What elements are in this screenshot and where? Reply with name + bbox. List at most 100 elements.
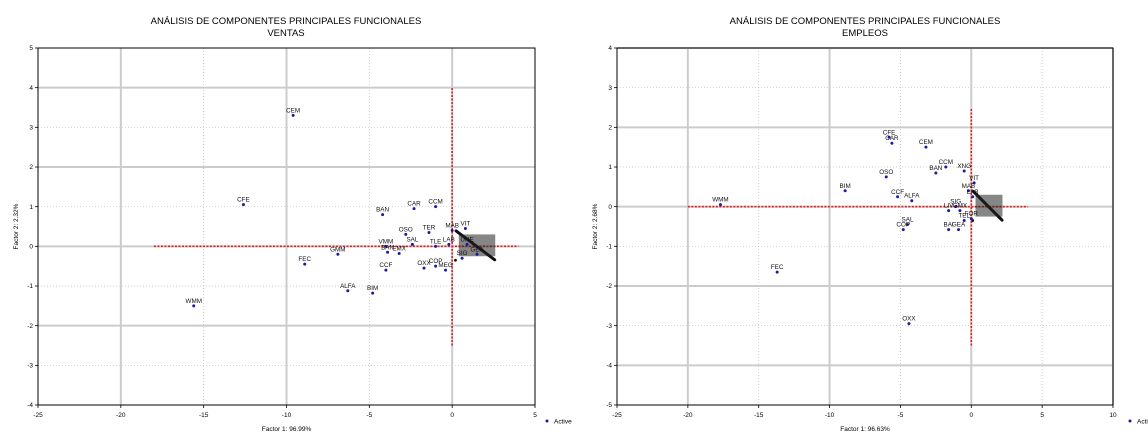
point-label: CEM bbox=[919, 139, 933, 146]
y-tick-label: -1 bbox=[606, 244, 612, 251]
point-label: MAB bbox=[445, 222, 459, 229]
y-tick-label: 0 bbox=[608, 204, 612, 211]
point-label: COP bbox=[429, 258, 443, 265]
point-label: OSO bbox=[399, 226, 413, 233]
data-point bbox=[958, 209, 962, 213]
data-point bbox=[422, 266, 426, 270]
point-label: ALFA bbox=[340, 283, 356, 290]
point-label: WMM bbox=[186, 298, 202, 305]
cluster-blob bbox=[458, 234, 496, 257]
data-point bbox=[303, 262, 307, 266]
plot-area bbox=[617, 48, 1113, 405]
point-label: EMX bbox=[392, 245, 406, 252]
x-tick-label: -20 bbox=[683, 412, 693, 419]
data-point bbox=[427, 230, 431, 234]
data-point bbox=[450, 228, 454, 232]
data-point bbox=[381, 213, 385, 217]
data-point bbox=[962, 219, 966, 223]
data-point bbox=[934, 171, 938, 175]
y-tick-label: -2 bbox=[606, 283, 612, 290]
point-label: COP bbox=[896, 222, 910, 229]
point-label: CAR bbox=[407, 201, 421, 208]
data-point bbox=[843, 189, 847, 193]
point-label: SAL bbox=[902, 217, 914, 224]
point-label: TEL bbox=[958, 213, 970, 220]
data-point bbox=[447, 242, 451, 246]
data-point bbox=[966, 189, 970, 193]
x-tick-label: -5 bbox=[898, 412, 904, 419]
y-tick-label: -4 bbox=[606, 363, 612, 370]
x-tick-label: -10 bbox=[825, 412, 835, 419]
y-tick-label: 5 bbox=[29, 45, 33, 52]
point-label: GMM bbox=[330, 246, 345, 253]
y-tick-label: 1 bbox=[29, 204, 33, 211]
point-label: BIM bbox=[840, 183, 851, 190]
data-point bbox=[947, 228, 951, 232]
x-tick-label: -10 bbox=[282, 412, 292, 419]
point-label: CEM bbox=[286, 107, 300, 114]
x-tick-label: 5 bbox=[1040, 412, 1044, 419]
data-point bbox=[384, 244, 388, 248]
y-tick-label: 2 bbox=[29, 164, 33, 171]
data-point bbox=[944, 165, 948, 169]
x-tick-label: -15 bbox=[754, 412, 764, 419]
point-label: GEA bbox=[470, 246, 484, 253]
data-point bbox=[434, 205, 438, 209]
y-tick-label: 3 bbox=[608, 85, 612, 92]
data-point bbox=[475, 252, 479, 256]
x-axis-label: Factor 1: 96.63% bbox=[840, 426, 890, 433]
data-point bbox=[947, 209, 951, 213]
y-tick-label: -2 bbox=[27, 323, 33, 330]
data-point bbox=[887, 135, 891, 139]
data-point bbox=[444, 268, 448, 272]
point-label: UNE bbox=[460, 236, 473, 243]
data-point bbox=[972, 181, 976, 185]
data-point bbox=[346, 289, 350, 293]
point-label: CFE bbox=[883, 129, 896, 136]
data-point bbox=[954, 205, 958, 209]
y-tick-label: -4 bbox=[27, 402, 33, 409]
data-point bbox=[291, 113, 295, 117]
data-point bbox=[397, 251, 401, 255]
y-tick-label: 4 bbox=[608, 45, 612, 52]
chart-subtitle: VENTAS bbox=[267, 28, 304, 39]
data-point bbox=[924, 145, 928, 149]
y-tick-label: 1 bbox=[608, 164, 612, 171]
point-label: GEA bbox=[952, 222, 966, 229]
point-label: TER bbox=[423, 224, 436, 231]
y-tick-label: -5 bbox=[606, 402, 612, 409]
cluster-point bbox=[491, 257, 495, 260]
data-point bbox=[962, 169, 966, 173]
point-label: MEG bbox=[438, 262, 452, 269]
point-label: VMM bbox=[379, 238, 394, 245]
cluster-point bbox=[456, 231, 460, 234]
point-label: MAB bbox=[962, 183, 976, 190]
x-tick-label: 0 bbox=[969, 412, 973, 419]
data-point bbox=[910, 199, 914, 203]
x-tick-label: -20 bbox=[116, 412, 126, 419]
data-point bbox=[884, 175, 888, 179]
data-point bbox=[384, 268, 388, 272]
data-point bbox=[336, 252, 340, 256]
y-tick-label: 0 bbox=[29, 244, 33, 251]
data-point bbox=[371, 291, 375, 295]
y-axis-label: Factor 2: 2.68% bbox=[592, 203, 599, 249]
point-label: SAL bbox=[406, 236, 418, 243]
point-label: ALFA bbox=[904, 193, 920, 200]
y-tick-label: 2 bbox=[608, 125, 612, 132]
point-label: CAR bbox=[885, 135, 899, 142]
point-label: FEC bbox=[771, 264, 784, 271]
cluster-blob bbox=[975, 194, 1003, 217]
point-label: TLE bbox=[430, 238, 442, 245]
point-label: CCM bbox=[939, 159, 953, 166]
point-label: LIV bbox=[944, 203, 954, 210]
y-tick-label: -3 bbox=[27, 363, 33, 370]
point-label: OSO bbox=[879, 169, 893, 176]
data-point bbox=[969, 217, 973, 221]
data-point bbox=[775, 270, 779, 274]
x-tick-label: 0 bbox=[450, 412, 454, 419]
chart-panel-1: ANÁLISIS DE COMPONENTES PRINCIPALES FUNC… bbox=[13, 16, 572, 433]
point-label: VIT bbox=[969, 175, 979, 182]
x-tick-label: 5 bbox=[533, 412, 537, 419]
data-point bbox=[404, 232, 408, 236]
